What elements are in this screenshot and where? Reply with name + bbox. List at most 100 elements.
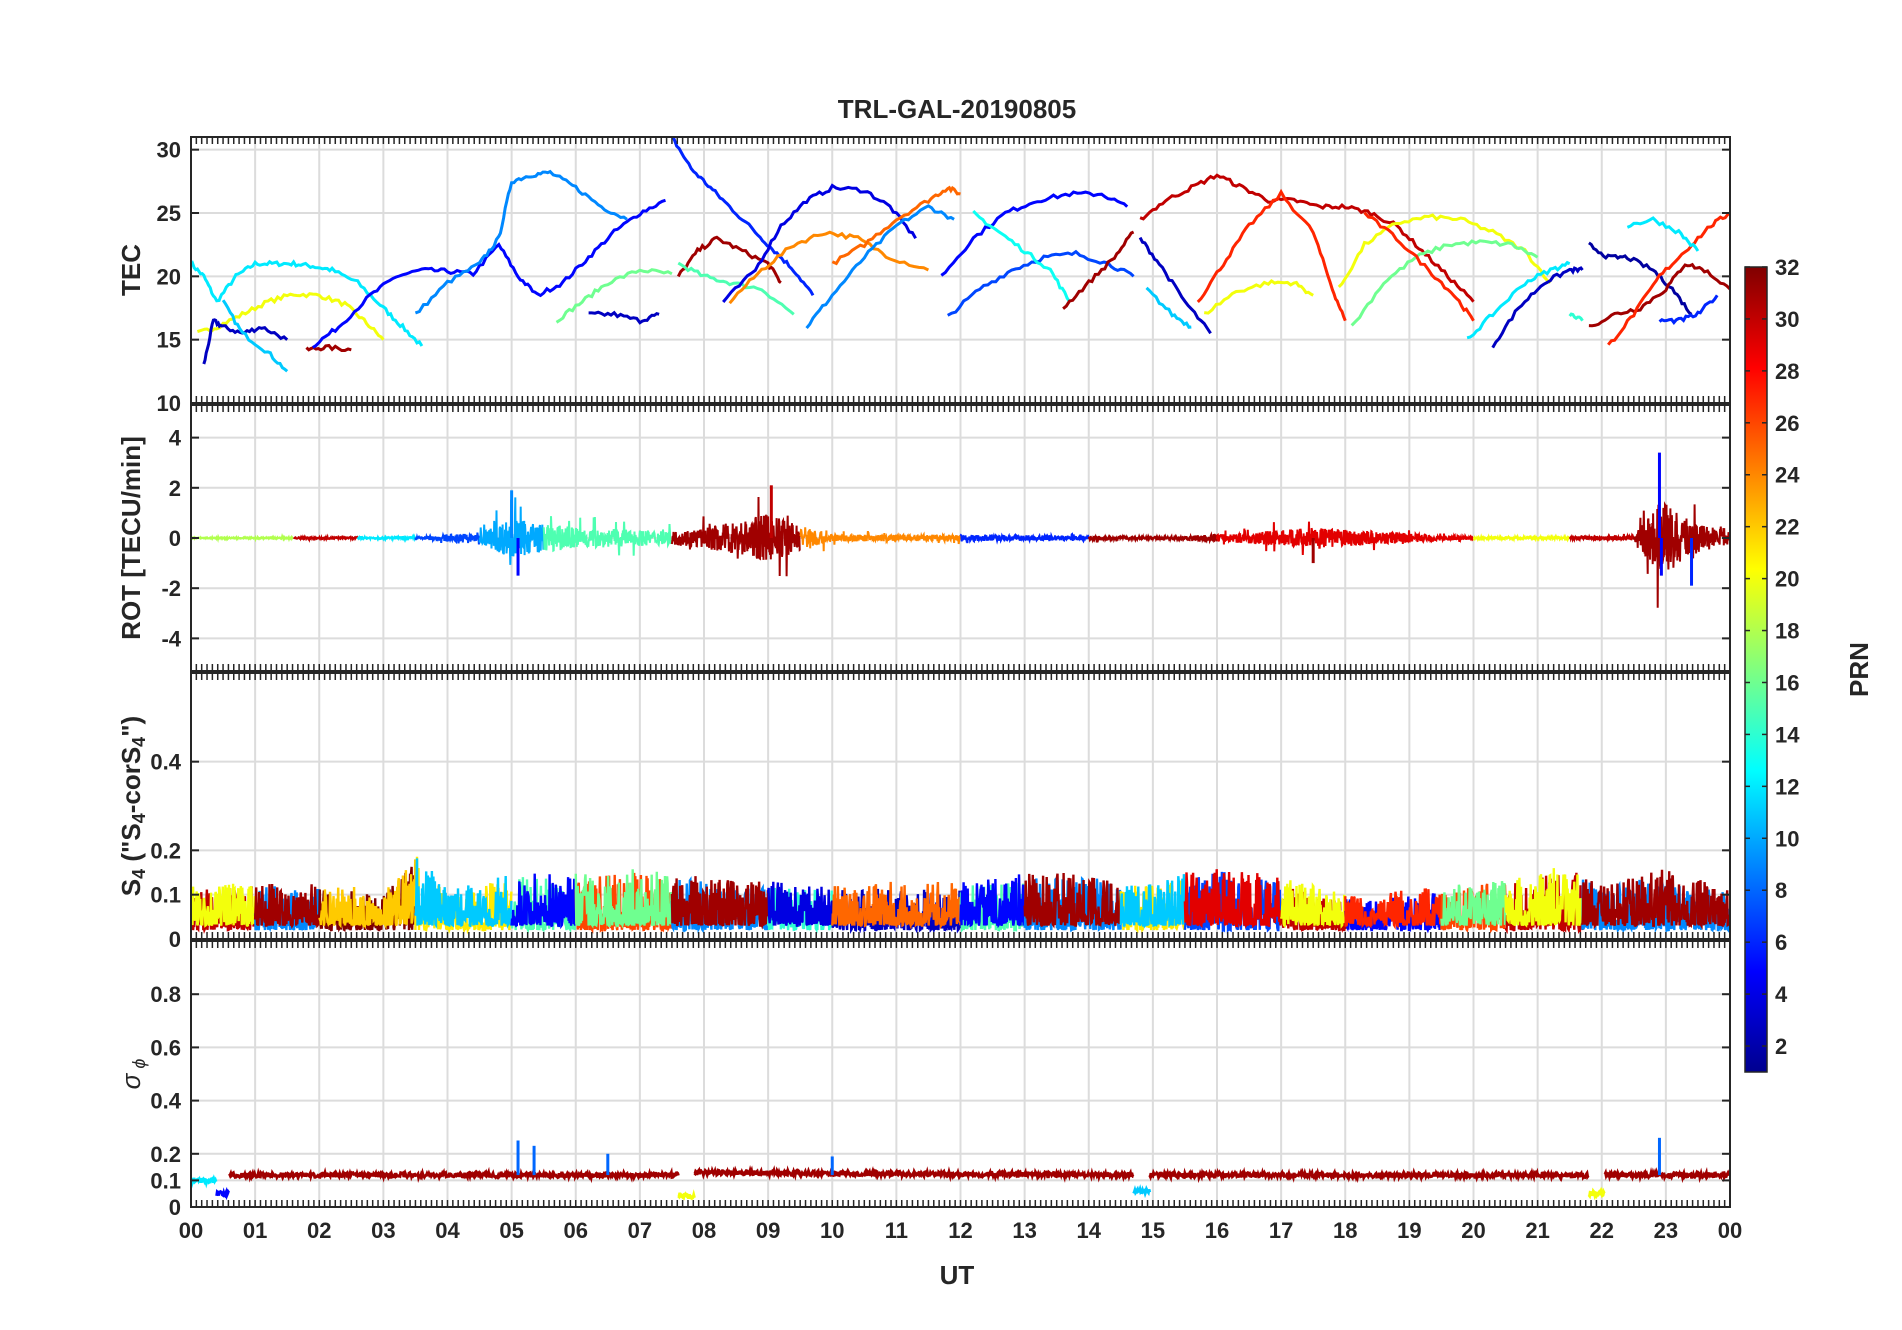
colorbar-tick-label: 30	[1775, 307, 1799, 332]
sigma-series-line	[1148, 1166, 1590, 1184]
tec-series-line	[191, 259, 424, 347]
tec-series-line	[972, 209, 1071, 303]
tec-series-line	[196, 292, 385, 341]
tec-series-line	[805, 204, 955, 330]
tec-series-line	[221, 299, 289, 373]
s4-series-line	[959, 874, 1026, 929]
y-tick-label: 0	[169, 1195, 181, 1220]
data-layer	[191, 452, 1730, 608]
s4-series-line	[831, 881, 962, 930]
x-tick-label: 22	[1590, 1218, 1614, 1243]
y-tick-label: 25	[157, 201, 181, 226]
s4-series-line	[1504, 868, 1584, 928]
data-layer	[191, 856, 1730, 935]
s4-series-line	[414, 858, 513, 929]
tec-series-line	[728, 230, 930, 305]
rot-series-line	[1568, 532, 1635, 544]
sigma-series-line	[1132, 1184, 1152, 1199]
y-tick-label: 0.1	[150, 883, 181, 908]
x-tick-label: 03	[371, 1218, 395, 1243]
tec-series-line	[1363, 211, 1475, 322]
panel-sigma: 00.10.2 0.4 0.6 0.8 σ ϕ	[116, 940, 1731, 1220]
tec-series-line	[940, 190, 1129, 277]
x-tick-label: 19	[1397, 1218, 1421, 1243]
tec-series-line	[722, 183, 917, 303]
rot-series-line	[542, 516, 673, 556]
tec-series-line	[202, 318, 289, 365]
panel-s4: 00.10.20.4S4 ("S4-corS4")	[116, 672, 1731, 952]
colorbar-tick-label: 18	[1775, 619, 1799, 644]
colorbar-tick-label: 24	[1775, 463, 1800, 488]
x-tick-label: 09	[756, 1218, 780, 1243]
x-tick-label: 04	[435, 1218, 460, 1243]
tec-series-line	[831, 185, 961, 266]
panel-tec: 10 15 20 25 30 TEC	[116, 136, 1731, 416]
x-tick-label: 06	[564, 1218, 588, 1243]
tec-series-line	[414, 169, 628, 315]
minor-ticks	[190, 673, 1731, 939]
s4-series-line	[1440, 880, 1507, 927]
s4-series-line	[1183, 869, 1283, 929]
y-tick-label: 0.4	[150, 750, 181, 775]
rot-series-line	[1216, 521, 1474, 556]
colorbar-gradient	[1744, 266, 1768, 1073]
tec-series-line	[1607, 211, 1730, 346]
sigma-series-line	[677, 1189, 696, 1201]
tec-series-line	[1588, 262, 1730, 328]
x-tick-label: 02	[307, 1218, 331, 1243]
y-tick-label: 15	[157, 328, 181, 353]
y-axis-label-s4: S4 ("S4-corS4")	[116, 716, 149, 896]
x-tick-label: 14	[1077, 1218, 1102, 1243]
sigma-series-line	[1603, 1167, 1730, 1184]
rot-series-line	[670, 496, 801, 577]
colorbar-tick-label: 20	[1775, 567, 1799, 592]
colorbar-tick-label: 28	[1775, 359, 1799, 384]
rot-series-line	[356, 533, 417, 543]
y-tick-label: 20	[157, 264, 181, 289]
tec-series-line	[588, 310, 660, 325]
x-tick-label: 01	[243, 1218, 267, 1243]
colorbar-tick-label: 16	[1775, 670, 1799, 695]
minor-ticks	[190, 941, 1731, 1207]
y-tick-label: 0.2	[150, 838, 181, 863]
s4-series-line	[510, 873, 577, 930]
y-label-part: -corS	[116, 747, 146, 813]
s4-series-line	[574, 869, 673, 929]
s4-series-line	[1344, 888, 1443, 930]
y-axis-label-tec: TEC	[116, 244, 146, 296]
rot-series-line	[1472, 533, 1570, 543]
x-tick-label: 00	[179, 1218, 203, 1243]
x-tick-label: 15	[1141, 1218, 1165, 1243]
rot-series-line	[293, 533, 359, 543]
tec-series-line	[1658, 294, 1719, 325]
colorbar-tick-label: 10	[1775, 826, 1799, 851]
rot-series-line	[799, 527, 962, 552]
y-tick-label: 10	[157, 391, 181, 416]
y-tick-label: 2	[169, 476, 181, 501]
minor-ticks	[190, 137, 1731, 403]
colorbar-tick-label: 6	[1775, 930, 1787, 955]
colorbar-tick-label: 22	[1775, 515, 1799, 540]
x-tick-label: 13	[1012, 1218, 1036, 1243]
x-tick-label: 23	[1654, 1218, 1678, 1243]
tec-series-line	[305, 343, 352, 352]
colorbar-tick-label: 4	[1775, 982, 1788, 1007]
rot-series-line	[959, 531, 1090, 545]
y-label-part: S	[116, 879, 146, 896]
y-tick-label: 0.8	[150, 982, 181, 1007]
tec-series-line	[312, 198, 666, 349]
y-tick-label: 0	[169, 526, 181, 551]
x-tick-label: 21	[1525, 1218, 1549, 1243]
x-tick-label: 11	[885, 1218, 908, 1243]
x-axis-label: UT	[940, 1260, 975, 1290]
x-tick-label: 12	[948, 1218, 972, 1243]
y-tick-label: 4	[169, 426, 182, 451]
s4-series-line	[1119, 874, 1187, 929]
rot-series-line	[1087, 531, 1218, 545]
y-axis-label-sigma: σ ϕ	[116, 1059, 149, 1090]
x-tick-label: 20	[1461, 1218, 1485, 1243]
tec-series-line	[1466, 260, 1571, 340]
colorbar-tick-label: 32	[1775, 255, 1799, 280]
y-tick-label: -2	[161, 576, 181, 601]
